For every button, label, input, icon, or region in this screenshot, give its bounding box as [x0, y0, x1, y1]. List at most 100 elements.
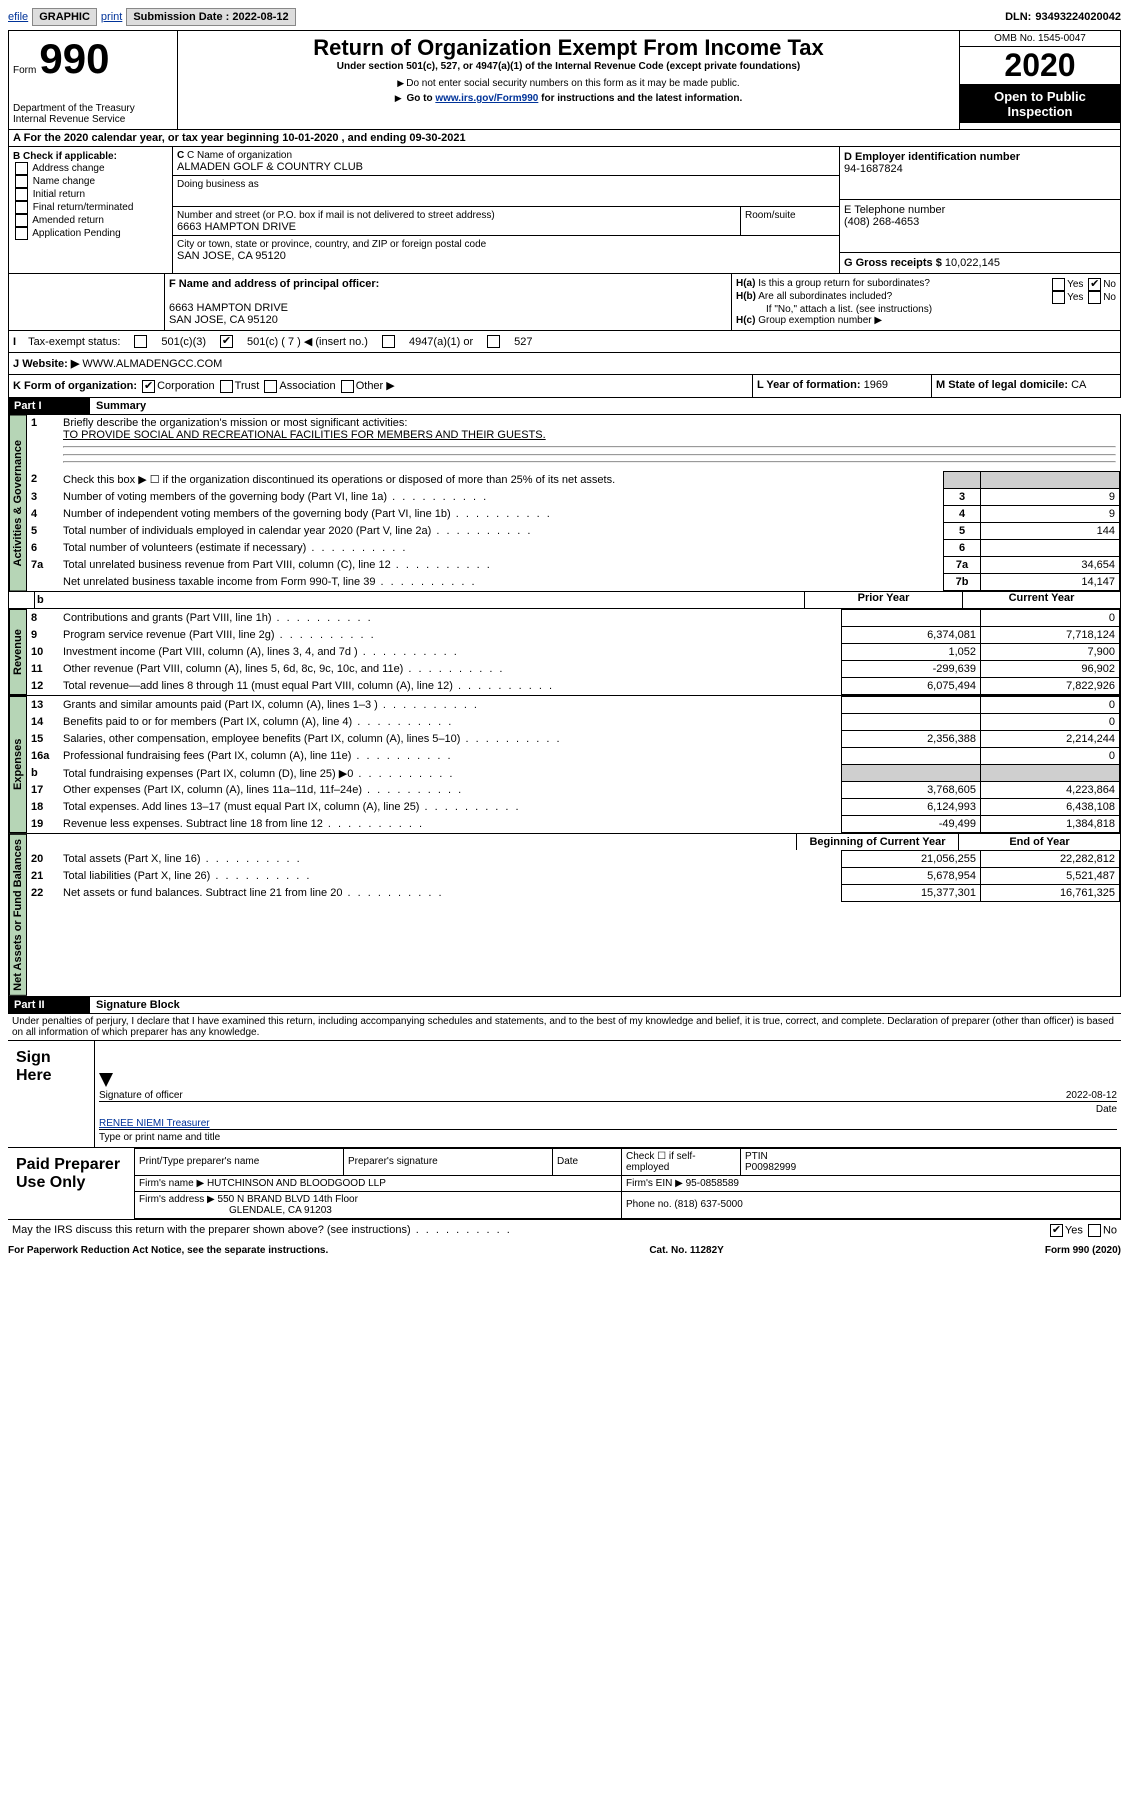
prior-value: 5,678,954	[842, 868, 981, 885]
sections-f-h: F Name and address of principal officer:…	[8, 274, 1121, 331]
line-label: Benefits paid to or for members (Part IX…	[59, 714, 842, 731]
officer-name[interactable]: RENEE NIEMI Treasurer	[99, 1118, 210, 1129]
prior-value	[842, 697, 981, 714]
line-label: Grants and similar amounts paid (Part IX…	[59, 697, 842, 714]
line-label: Number of voting members of the governin…	[59, 489, 944, 506]
check-app-pending[interactable]	[15, 227, 28, 240]
line-label: Revenue less expenses. Subtract line 18 …	[59, 816, 842, 833]
check-assoc[interactable]	[264, 380, 277, 393]
section-k-label: K Form of organization:	[13, 380, 137, 392]
line-num: 5	[27, 523, 59, 540]
dln-label: DLN:	[1005, 11, 1031, 23]
check-corp[interactable]	[142, 380, 155, 393]
officer-addr1: 6663 HAMPTON DRIVE	[169, 302, 288, 314]
line-num: 15	[27, 731, 59, 748]
org-name: ALMADEN GOLF & COUNTRY CLUB	[177, 161, 363, 173]
sections-b-to-g: B Check if applicable: Address change Na…	[8, 147, 1121, 274]
part1-title: Summary	[90, 398, 1121, 415]
line-label: Net assets or fund balances. Subtract li…	[59, 885, 842, 902]
submission-date-box: Submission Date : 2022-08-12	[126, 8, 295, 26]
label-app-pending: Application Pending	[32, 228, 120, 239]
line-num: 3	[27, 489, 59, 506]
line-num: 22	[27, 885, 59, 902]
discuss-row: May the IRS discuss this return with the…	[8, 1219, 1121, 1241]
line1-text: TO PROVIDE SOCIAL AND RECREATIONAL FACIL…	[63, 429, 546, 441]
check-527[interactable]	[487, 335, 500, 348]
current-value: 1,384,818	[981, 816, 1120, 833]
line-label: Total number of individuals employed in …	[59, 523, 944, 540]
check-trust[interactable]	[220, 380, 233, 393]
line-num: b	[27, 765, 59, 782]
street-value: 6663 HAMPTON DRIVE	[177, 221, 296, 233]
graphic-button[interactable]: GRAPHIC	[32, 8, 97, 26]
sign-here-row: Sign Here Signature of officer 2022-08-1…	[8, 1040, 1121, 1147]
form-number: 990	[39, 35, 109, 82]
efile-link[interactable]: efile	[8, 11, 28, 23]
line-num: 21	[27, 868, 59, 885]
state-domicile: CA	[1071, 379, 1086, 391]
check-501c[interactable]	[220, 335, 233, 348]
sections-klm: K Form of organization: Corporation Trus…	[8, 375, 1121, 398]
paid-preparer-label: Paid Preparer Use Only	[8, 1148, 134, 1219]
city-label: City or town, state or province, country…	[177, 239, 486, 250]
print-link[interactable]: print	[101, 11, 122, 23]
hb-yes[interactable]	[1052, 291, 1065, 304]
check-amended[interactable]	[15, 214, 28, 227]
discuss-no[interactable]	[1088, 1224, 1101, 1237]
check-4947[interactable]	[382, 335, 395, 348]
opt-501c3: 501(c)(3)	[161, 336, 206, 348]
label-amended: Amended return	[32, 215, 104, 226]
section-i: I Tax-exempt status: 501(c)(3) 501(c) ( …	[8, 331, 1121, 353]
line-num: 11	[27, 661, 59, 678]
line-num: 6	[27, 540, 59, 557]
section-m-label: M State of legal domicile:	[936, 379, 1068, 391]
line-num: 7a	[27, 557, 59, 574]
sig-date-label: Date	[1096, 1104, 1117, 1115]
firm-name-label: Firm's name ▶	[139, 1178, 204, 1189]
current-value: 22,282,812	[981, 851, 1120, 868]
line-num: 14	[27, 714, 59, 731]
form-title: Return of Organization Exempt From Incom…	[182, 35, 955, 61]
section-c-name-label: C Name of organization	[187, 150, 292, 161]
check-other[interactable]	[341, 380, 354, 393]
line-box: 3	[944, 489, 981, 506]
check-final-return[interactable]	[15, 201, 28, 214]
line-label: Other expenses (Part IX, column (A), lin…	[59, 782, 842, 799]
sig-officer-label: Signature of officer	[99, 1090, 183, 1101]
line-num: 9	[27, 627, 59, 644]
opt-corp: Corporation	[157, 380, 214, 392]
section-f-label: F Name and address of principal officer:	[169, 278, 379, 290]
part1-body: Activities & Governance 1 Briefly descri…	[8, 415, 1121, 593]
check-address-change[interactable]	[15, 162, 28, 175]
street-label: Number and street (or P.O. box if mail i…	[177, 210, 495, 221]
ha-no[interactable]	[1088, 278, 1101, 291]
line-label: Number of independent voting members of …	[59, 506, 944, 523]
tax-exempt-label: Tax-exempt status:	[28, 336, 120, 348]
line-box: 7a	[944, 557, 981, 574]
ha-yes[interactable]	[1052, 278, 1065, 291]
prior-value: 2,356,388	[842, 731, 981, 748]
check-501c3[interactable]	[134, 335, 147, 348]
line2-text: Check this box ▶ ☐ if the organization d…	[59, 471, 944, 488]
hb-no[interactable]	[1088, 291, 1101, 304]
prep-sig-label: Preparer's signature	[344, 1148, 553, 1175]
discuss-yes[interactable]	[1050, 1224, 1063, 1237]
line1-label: Briefly describe the organization's miss…	[63, 417, 407, 429]
line-num: 8	[27, 610, 59, 627]
line-box: 7b	[944, 574, 981, 591]
line-label: Other revenue (Part VIII, column (A), li…	[59, 661, 842, 678]
hc-label: Group exemption number ▶	[758, 315, 882, 326]
check-initial-return[interactable]	[15, 188, 28, 201]
prior-value	[842, 610, 981, 627]
check-name-change[interactable]	[15, 175, 28, 188]
room-label: Room/suite	[745, 210, 796, 221]
line-label: Total liabilities (Part X, line 26)	[59, 868, 842, 885]
instructions-link[interactable]: www.irs.gov/Form990	[435, 93, 538, 104]
line-num	[27, 574, 59, 591]
prior-value: -299,639	[842, 661, 981, 678]
line-label: Total fundraising expenses (Part IX, col…	[59, 765, 842, 782]
label-name-change: Name change	[33, 176, 95, 187]
label-address-change: Address change	[32, 163, 104, 174]
line-value: 34,654	[981, 557, 1120, 574]
yes-label: Yes	[1065, 1224, 1083, 1236]
